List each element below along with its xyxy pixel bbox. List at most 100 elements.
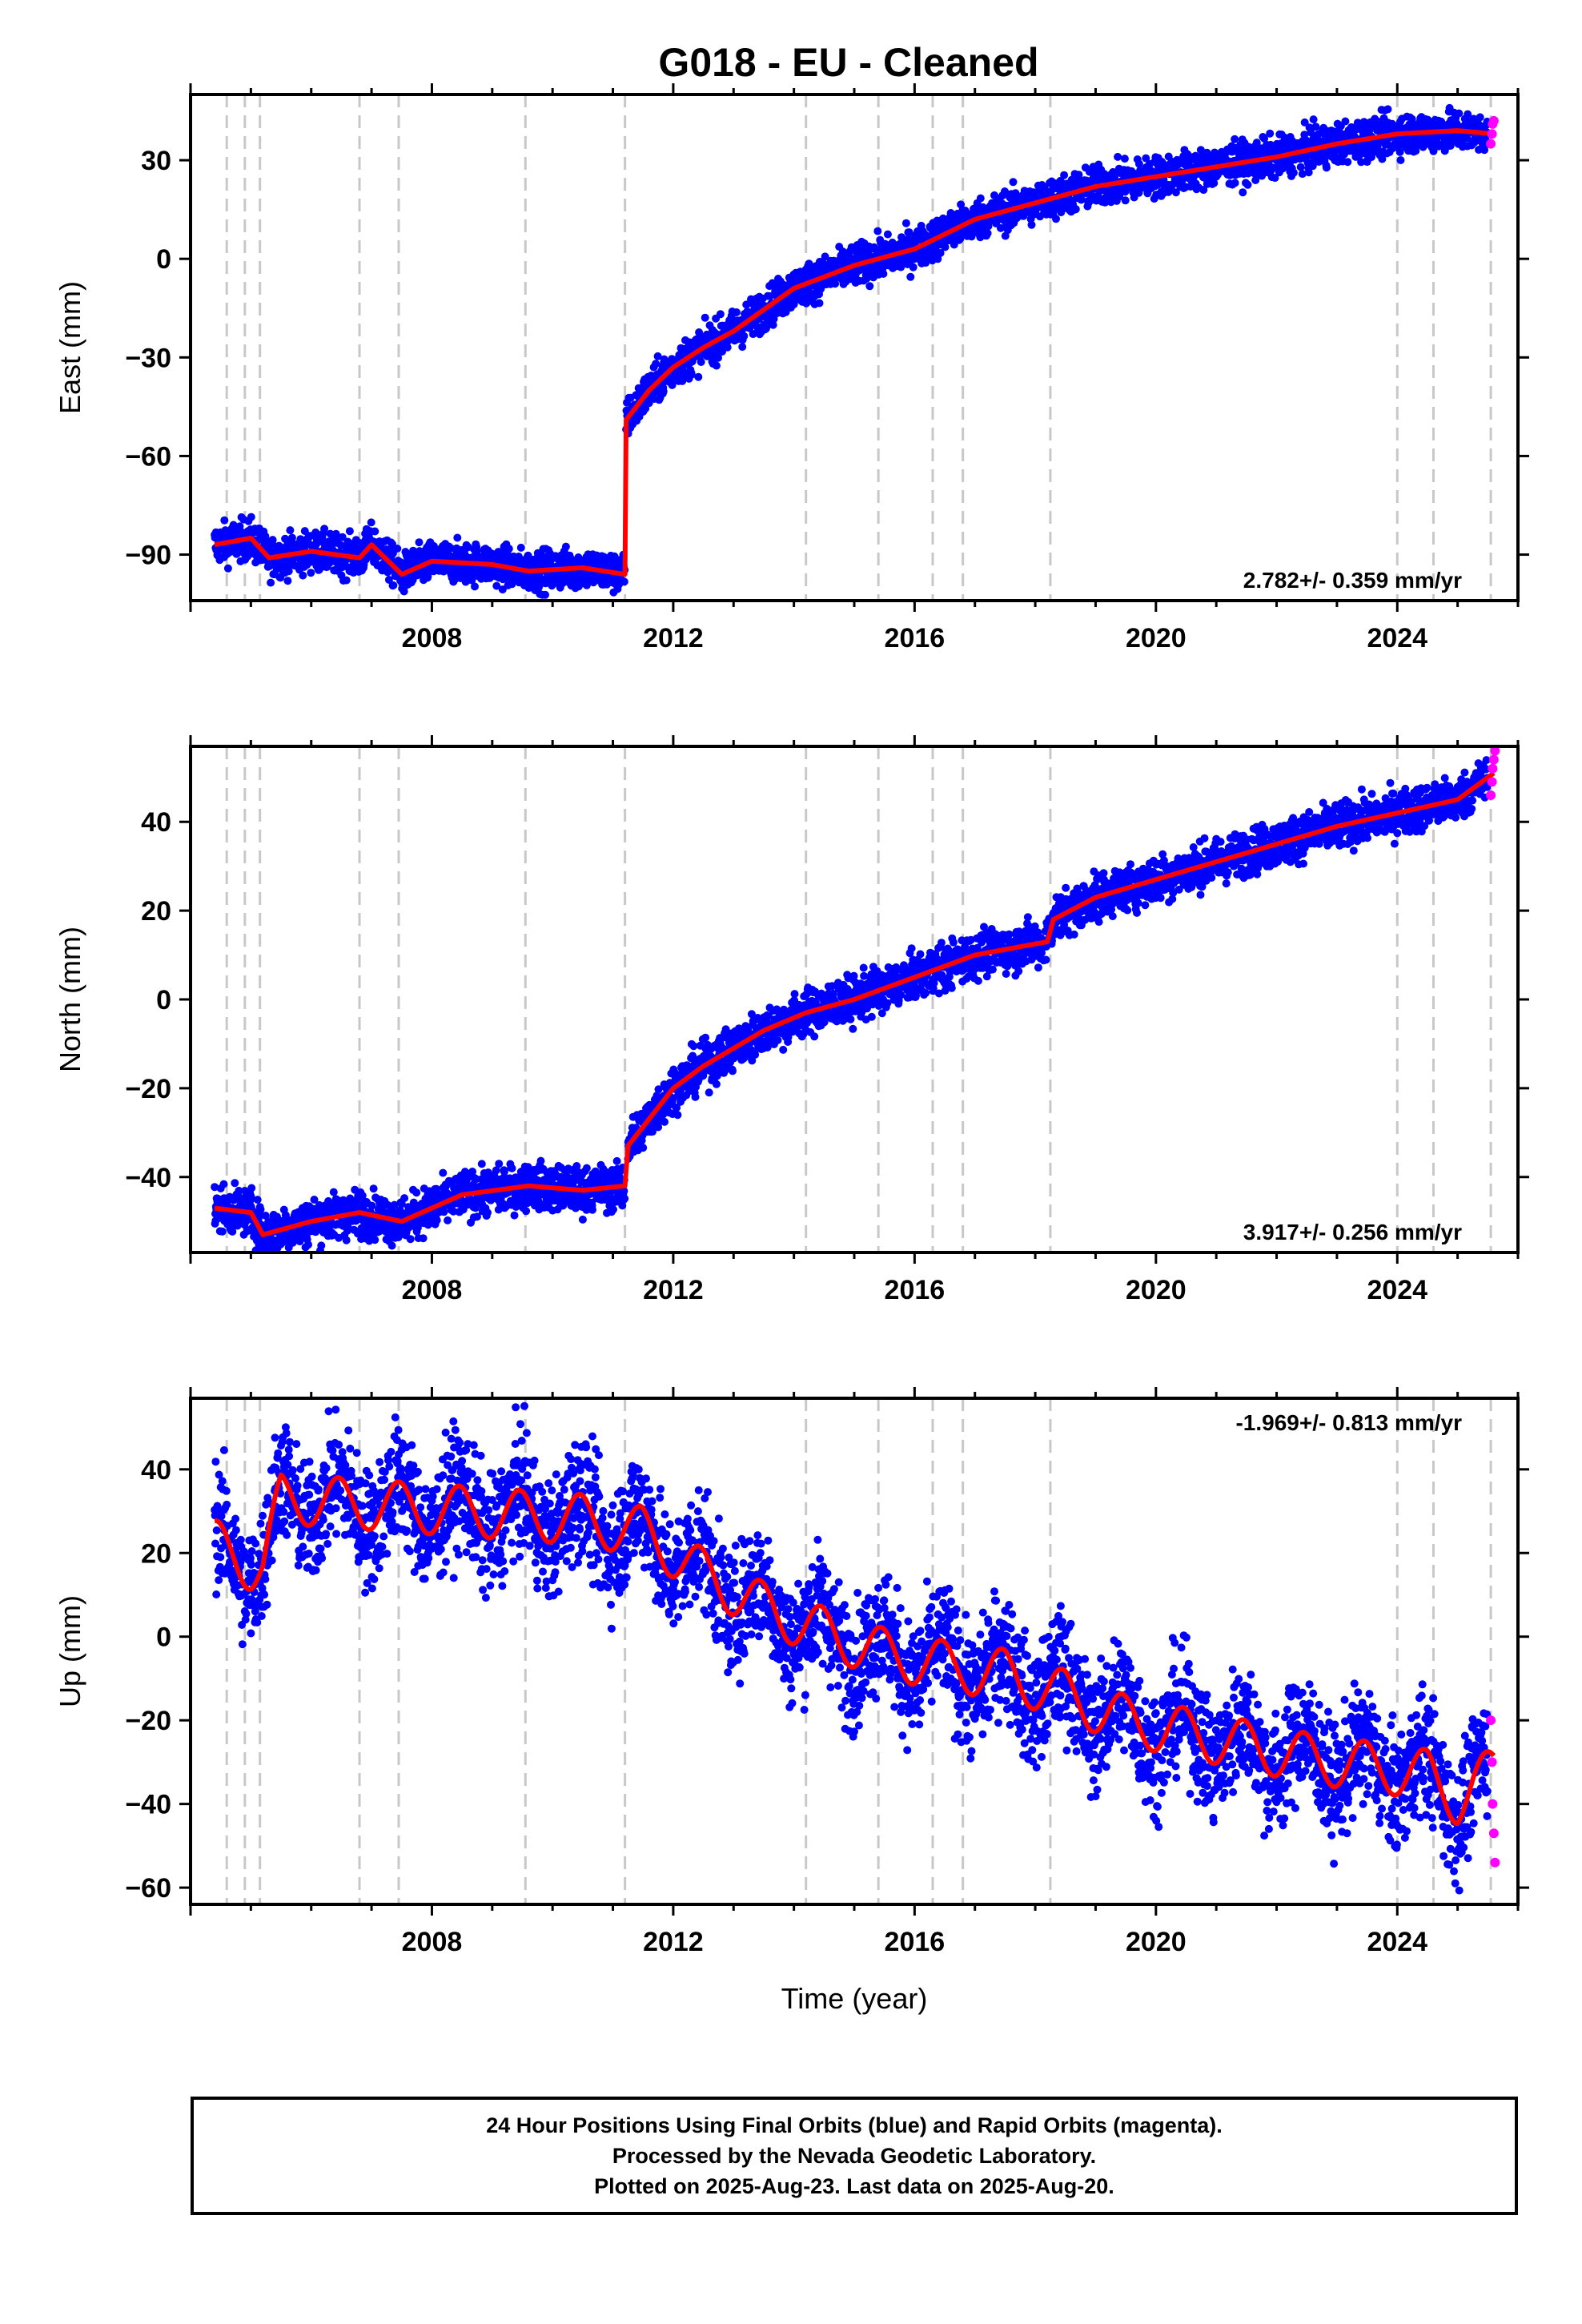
final-point [281,534,290,543]
final-point [247,1192,255,1200]
final-point [831,279,840,288]
final-point [342,1236,351,1244]
final-point [508,580,516,589]
final-point [983,229,992,238]
final-point [821,252,829,261]
final-point [541,590,549,599]
rapid-point [1487,129,1497,139]
final-point [967,232,976,241]
plot-area [211,746,1500,1252]
final-point [740,332,749,340]
final-point [984,222,993,231]
final-point [510,1211,519,1220]
final-point [387,1241,396,1250]
final-point [304,1240,312,1249]
final-point [1011,193,1020,202]
final-point [419,1234,428,1243]
final-point [1231,135,1239,143]
final-point [1074,171,1083,179]
final-point [345,527,354,536]
final-point [1171,188,1180,197]
final-point [267,578,275,587]
final-point [320,525,329,533]
final-point [477,1160,486,1168]
final-point [284,567,293,576]
final-point [1311,123,1320,131]
final-point [620,577,628,586]
final-point [701,313,709,322]
final-point [652,360,661,368]
final-point [1121,196,1130,205]
final-point [342,576,351,585]
final-point [223,564,232,573]
final-point [1114,152,1122,161]
rapid-point [1488,115,1499,126]
final-point [307,569,315,577]
final-point [1060,171,1069,179]
final-point [367,518,375,527]
final-point [1476,113,1484,122]
rapid-point [1486,139,1496,149]
x-tick-label: 2024 [1367,623,1427,653]
final-point [219,1180,228,1188]
final-point [1396,156,1405,164]
final-point [1260,135,1269,143]
final-point [424,572,432,581]
final-point [256,1205,265,1214]
final-point [331,529,340,538]
final-point [939,214,947,223]
final-point [367,1201,376,1210]
final-point [495,1160,504,1168]
final-point [218,1227,227,1236]
final-point [865,282,874,291]
final-point [901,219,910,227]
y-tick-label: −30 [125,343,171,373]
final-point [440,1208,448,1216]
final-point [1304,168,1313,177]
final-point [317,1241,326,1250]
final-point [336,541,345,549]
final-point [338,533,347,541]
final-point [432,1216,441,1224]
final-point [957,200,966,209]
x-tick-label: 2008 [402,623,463,653]
final-point [1322,163,1331,172]
x-tick-label: 2012 [643,623,704,653]
final-point [310,1196,319,1204]
final-point [415,538,424,547]
final-point [1071,205,1080,214]
final-point [879,269,888,278]
final-point [253,1196,262,1204]
final-point [464,543,472,552]
final-point [389,581,398,589]
final-point [1378,155,1387,163]
final-point [1289,168,1298,177]
plot-frame [189,93,1520,602]
final-point [406,1235,415,1244]
final-point [695,328,704,336]
final-point [371,1236,379,1244]
final-point [261,1212,270,1220]
final-point [1455,109,1464,118]
final-point [733,308,741,316]
y-axis-label: East (mm) [54,281,86,414]
final-point [439,1168,448,1177]
final-point [1357,158,1366,167]
final-point [1251,176,1260,184]
final-point [235,1186,243,1195]
final-point [400,1194,409,1203]
final-point [941,243,950,251]
final-point [687,370,696,379]
final-point [393,545,402,553]
final-point [371,527,379,536]
final-point [484,1208,492,1217]
plot-area [211,94,1499,601]
final-point [261,532,270,541]
final-point [997,223,1005,232]
final-point [1142,154,1150,163]
final-point [1343,158,1352,167]
final-point [561,542,570,551]
final-point [247,513,255,521]
